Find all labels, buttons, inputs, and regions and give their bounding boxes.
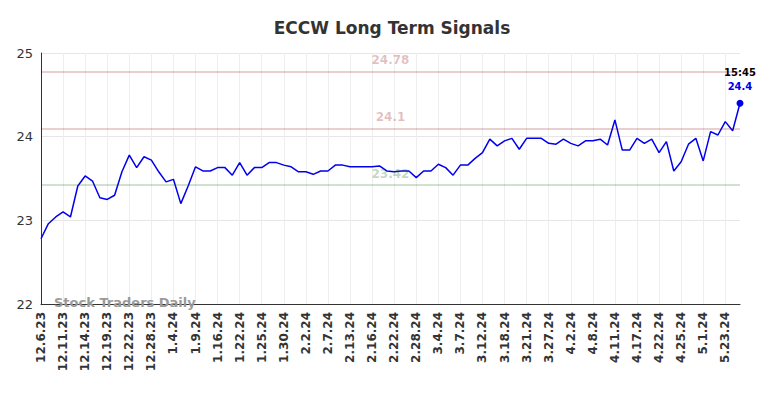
svg-text:25: 25 [16,46,33,61]
svg-text:4.25.24: 4.25.24 [674,312,688,363]
svg-text:1.16.24: 1.16.24 [211,312,225,363]
svg-text:1.4.24: 1.4.24 [166,312,180,355]
svg-text:5.1.24: 5.1.24 [696,312,710,355]
svg-text:22: 22 [16,297,33,312]
svg-text:12.14.23: 12.14.23 [78,312,92,371]
svg-text:12.19.23: 12.19.23 [100,312,114,371]
svg-text:4.22.24: 4.22.24 [652,312,666,363]
svg-text:4.2.24: 4.2.24 [564,312,578,355]
svg-text:23: 23 [16,213,33,228]
svg-text:4.8.24: 4.8.24 [586,312,600,355]
svg-text:24.4: 24.4 [728,81,753,92]
svg-text:2.16.24: 2.16.24 [365,312,379,363]
svg-text:Stock Traders Daily: Stock Traders Daily [54,295,196,310]
svg-text:3.27.24: 3.27.24 [542,312,556,363]
svg-text:2.22.24: 2.22.24 [387,312,401,363]
svg-text:3.7.24: 3.7.24 [453,312,467,355]
svg-text:12.22.23: 12.22.23 [122,312,136,371]
svg-text:2.13.24: 2.13.24 [343,312,357,363]
svg-text:23.42: 23.42 [372,167,410,181]
svg-text:1.9.24: 1.9.24 [189,312,203,355]
svg-text:24: 24 [16,129,33,144]
svg-text:1.25.24: 1.25.24 [255,312,269,363]
svg-text:3.12.24: 3.12.24 [475,312,489,363]
svg-text:4.11.24: 4.11.24 [608,312,622,363]
svg-text:15:45: 15:45 [724,67,756,79]
svg-text:12.28.23: 12.28.23 [144,312,158,371]
svg-text:3.21.24: 3.21.24 [520,312,534,363]
svg-text:2.28.24: 2.28.24 [409,312,423,363]
svg-text:ECCW Long Term Signals: ECCW Long Term Signals [274,18,511,38]
svg-text:2.7.24: 2.7.24 [321,312,335,355]
svg-text:1.22.24: 1.22.24 [233,312,247,363]
svg-text:5.23.24: 5.23.24 [718,312,732,363]
svg-text:3.18.24: 3.18.24 [498,312,512,363]
svg-text:3.4.24: 3.4.24 [431,312,445,355]
svg-text:12.11.23: 12.11.23 [56,312,70,371]
svg-text:24.1: 24.1 [376,110,406,124]
svg-text:12.6.23: 12.6.23 [34,312,48,363]
svg-text:24.78: 24.78 [372,53,410,67]
svg-text:4.17.24: 4.17.24 [630,312,644,363]
svg-text:1.30.24: 1.30.24 [277,312,291,363]
svg-text:2.2.24: 2.2.24 [299,312,313,355]
